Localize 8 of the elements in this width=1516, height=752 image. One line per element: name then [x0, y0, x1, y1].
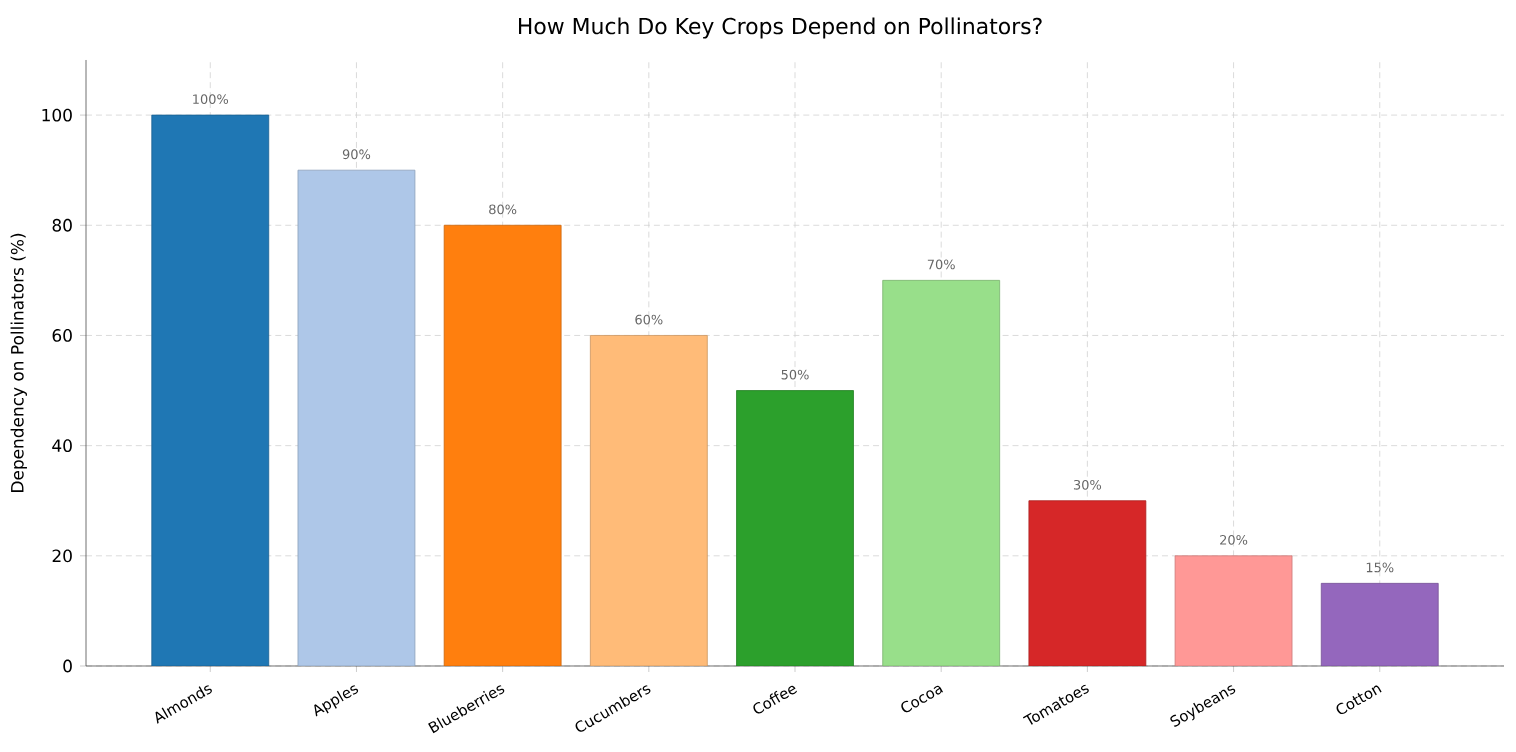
y-axis-title: Dependency on Pollinators (%)	[10, 233, 27, 492]
y-tick-label: 40	[52, 439, 72, 453]
y-tick-label: 100	[42, 108, 72, 122]
y-tick-label: 0	[63, 659, 72, 673]
y-tick-label: 80	[52, 218, 72, 232]
y-tick-label: 60	[52, 329, 72, 342]
chart-title: How Much Do Key Crops Depend on Pollinators?	[519, 17, 1042, 39]
y-tick-label: 20	[52, 549, 72, 563]
